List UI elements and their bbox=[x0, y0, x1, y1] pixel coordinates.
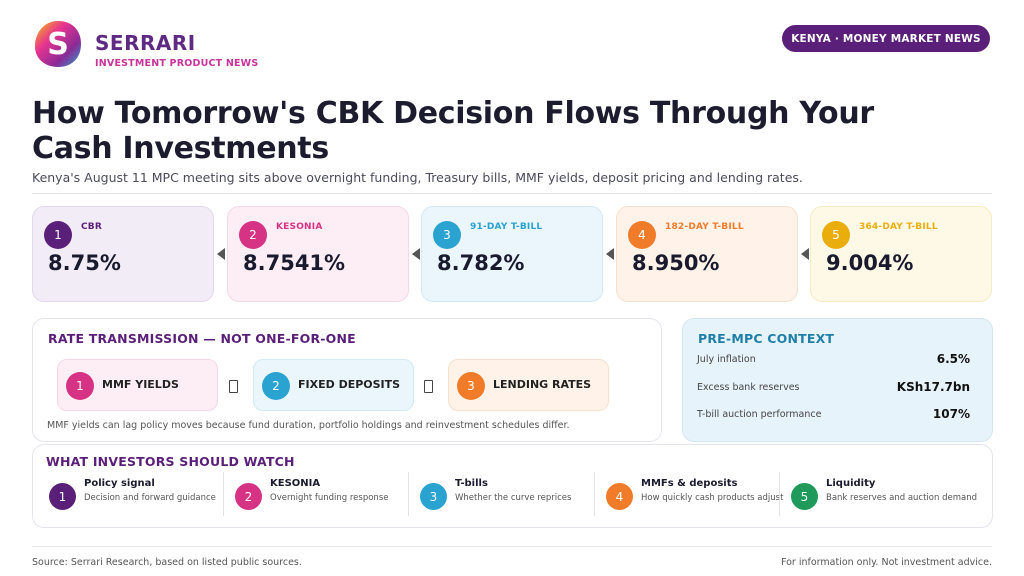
rate-card-label: 364-DAY T-BILL bbox=[859, 222, 938, 232]
rate-card-value: 8.7541% bbox=[243, 251, 346, 275]
rate-card-label: 91-DAY T-BILL bbox=[470, 222, 543, 232]
context-value: 107% bbox=[932, 407, 970, 421]
watch-item-title: MMFs & deposits bbox=[641, 478, 738, 489]
page-title: How Tomorrow's CBK Decision Flows Throug… bbox=[32, 96, 874, 166]
watch-item-title: Liquidity bbox=[826, 478, 876, 489]
transmission-note: MMF yields can lag policy moves because … bbox=[47, 420, 570, 431]
transmission-number: 3 bbox=[457, 372, 485, 400]
rate-card-91-day: 3 91-DAY T-BILL 8.782% bbox=[421, 206, 603, 302]
watch-number: 5 bbox=[791, 483, 818, 510]
transmission-number: 2 bbox=[262, 372, 290, 400]
watch-number: 4 bbox=[606, 483, 633, 510]
transmission-item-mmf: 1 MMF YIELDS bbox=[57, 359, 218, 411]
flow-arrow-left-icon bbox=[412, 248, 420, 260]
context-row: July inflation 6.5% bbox=[697, 352, 970, 366]
watch-divider bbox=[594, 472, 595, 516]
rate-card-value: 8.75% bbox=[48, 251, 121, 275]
flow-arrow-left-icon bbox=[801, 248, 809, 260]
watch-panel bbox=[32, 444, 993, 528]
page-subtitle: Kenya's August 11 MPC meeting sits above… bbox=[32, 170, 803, 185]
rate-card-364-day: 5 364-DAY T-BILL 9.004% bbox=[810, 206, 992, 302]
brand-name: SERRARI bbox=[95, 31, 196, 55]
rate-card-number: 4 bbox=[628, 221, 656, 249]
context-value: 6.5% bbox=[936, 352, 970, 366]
watch-title: WHAT INVESTORS SHOULD WATCH bbox=[46, 454, 295, 469]
watch-item-desc: Bank reserves and auction demand bbox=[826, 493, 977, 503]
watch-item-title: Policy signal bbox=[84, 478, 155, 489]
rate-card-kesonia: 2 KESONIA 8.7541% bbox=[227, 206, 409, 302]
placeholder-glyph-icon bbox=[229, 380, 238, 393]
watch-item-desc: Whether the curve reprices bbox=[455, 493, 572, 503]
serrari-logo: S bbox=[34, 21, 81, 67]
logo-letter: S bbox=[47, 27, 69, 62]
transmission-label: LENDING RATES bbox=[493, 378, 592, 391]
footer-disclaimer: For information only. Not investment adv… bbox=[780, 557, 992, 568]
transmission-number: 1 bbox=[66, 372, 94, 400]
rate-card-182-day: 4 182-DAY T-BILL 8.950% bbox=[616, 206, 798, 302]
transmission-title: RATE TRANSMISSION — NOT ONE-FOR-ONE bbox=[48, 331, 356, 346]
transmission-item-lending: 3 LENDING RATES bbox=[448, 359, 609, 411]
flow-arrow-left-icon bbox=[606, 248, 614, 260]
transmission-label: FIXED DEPOSITS bbox=[298, 378, 401, 391]
context-value: KSh17.7bn bbox=[896, 380, 970, 394]
footer-source: Source: Serrari Research, based on liste… bbox=[32, 557, 302, 568]
watch-number: 3 bbox=[420, 483, 447, 510]
watch-divider bbox=[223, 472, 224, 516]
rate-card-value: 8.782% bbox=[437, 251, 525, 275]
rate-card-value: 9.004% bbox=[826, 251, 914, 275]
category-tag[interactable]: KENYA · MONEY MARKET NEWS bbox=[782, 25, 990, 52]
rate-card-label: CBR bbox=[81, 222, 102, 232]
context-panel bbox=[682, 318, 993, 442]
placeholder-glyph-icon bbox=[424, 380, 433, 393]
watch-item-desc: How quickly cash products adjust bbox=[641, 493, 784, 503]
transmission-item-deposits: 2 FIXED DEPOSITS bbox=[253, 359, 414, 411]
flow-arrow-left-icon bbox=[217, 248, 225, 260]
context-key: July inflation bbox=[697, 353, 756, 365]
rate-card-number: 1 bbox=[44, 221, 72, 249]
context-title: PRE-MPC CONTEXT bbox=[698, 331, 835, 346]
context-row: T-bill auction performance 107% bbox=[697, 407, 970, 421]
watch-number: 1 bbox=[49, 483, 76, 510]
watch-number: 2 bbox=[235, 483, 262, 510]
rate-card-number: 3 bbox=[433, 221, 461, 249]
rate-card-cbr: 1 CBR 8.75% bbox=[32, 206, 214, 302]
watch-divider bbox=[779, 472, 780, 516]
watch-item-title: T-bills bbox=[455, 478, 488, 489]
transmission-label: MMF YIELDS bbox=[102, 378, 179, 391]
watch-item-desc: Overnight funding response bbox=[270, 493, 389, 503]
rate-card-number: 2 bbox=[239, 221, 267, 249]
rate-card-label: KESONIA bbox=[276, 222, 323, 232]
footer-divider bbox=[32, 546, 992, 547]
rate-card-value: 8.950% bbox=[632, 251, 720, 275]
rate-card-label: 182-DAY T-BILL bbox=[665, 222, 744, 232]
brand-subtitle: INVESTMENT PRODUCT NEWS bbox=[95, 58, 259, 69]
context-row: Excess bank reserves KSh17.7bn bbox=[697, 380, 970, 394]
watch-divider bbox=[408, 472, 409, 516]
context-key: Excess bank reserves bbox=[697, 381, 800, 393]
context-key: T-bill auction performance bbox=[697, 408, 822, 420]
watch-item-desc: Decision and forward guidance bbox=[84, 493, 216, 503]
header-divider bbox=[32, 193, 992, 194]
rate-card-number: 5 bbox=[822, 221, 850, 249]
watch-item-title: KESONIA bbox=[270, 478, 321, 489]
